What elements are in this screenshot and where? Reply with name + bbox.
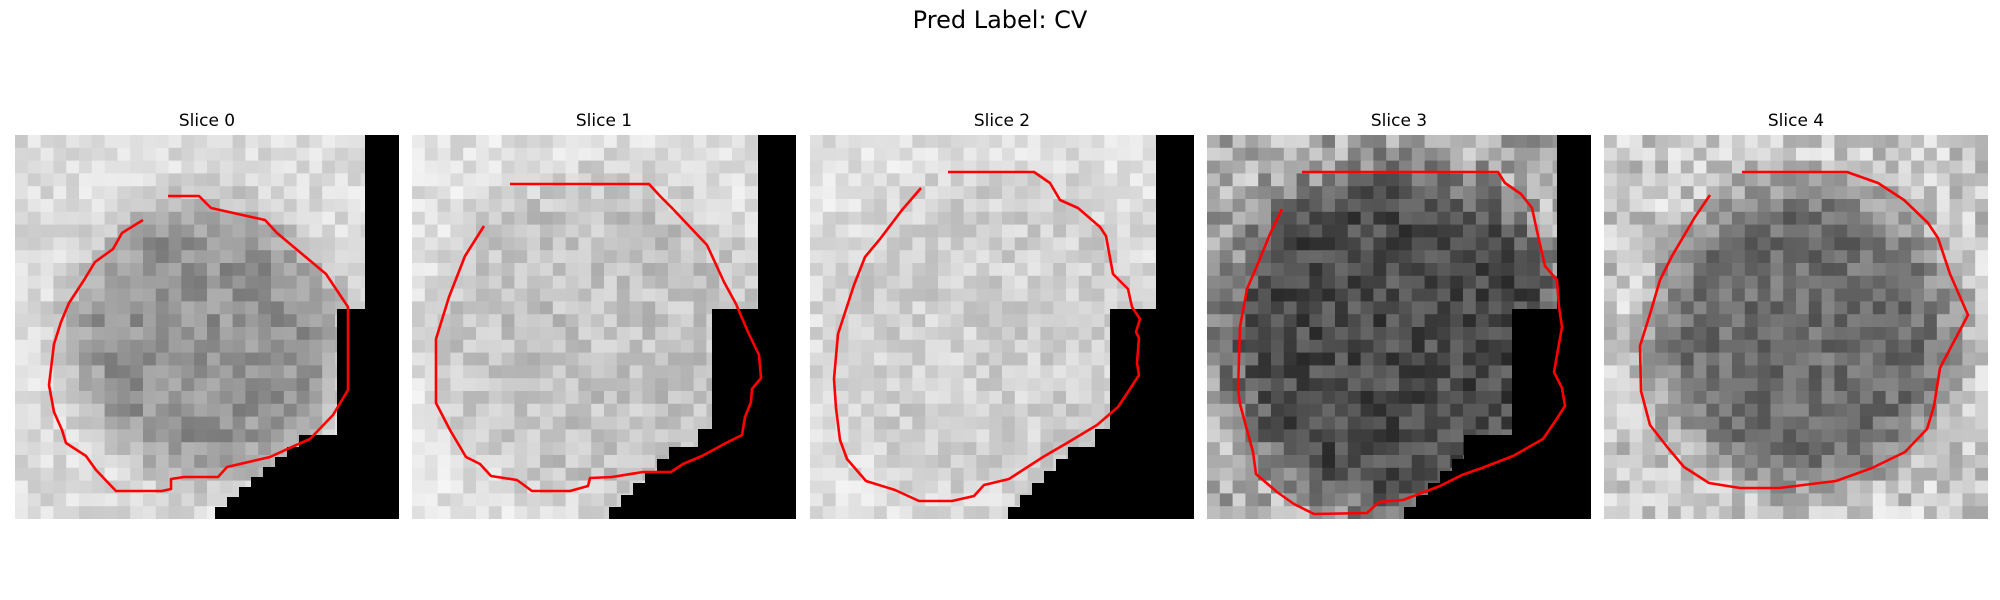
- contour-line: [47, 194, 350, 493]
- pixel-grid: [810, 135, 1194, 519]
- slice-panel-4: Slice 4: [1604, 109, 1988, 519]
- black-mask-region: [609, 135, 796, 519]
- slice-panel-1: Slice 1: [412, 109, 796, 519]
- contour-line: [1638, 170, 1970, 490]
- contour-line: [434, 182, 763, 493]
- black-mask-region: [1404, 135, 1591, 519]
- slice-image-2: [810, 135, 1194, 519]
- slice-title-0: Slice 0: [178, 111, 236, 131]
- slice-panel-2: Slice 2: [810, 109, 1194, 519]
- slice-title-4: Slice 4: [1767, 111, 1825, 131]
- slice-image-0: [15, 135, 399, 519]
- figure-title: Pred Label: CV: [912, 6, 1088, 34]
- black-mask-region: [215, 135, 399, 519]
- slice-title-1: Slice 1: [575, 111, 633, 131]
- slice-title-2: Slice 2: [973, 111, 1031, 131]
- contour-line: [832, 170, 1142, 503]
- slice-panel-3: Slice 3: [1207, 109, 1591, 519]
- slice-image-4: [1604, 135, 1988, 519]
- black-mask-region: [1008, 135, 1194, 519]
- slice-image-1: [412, 135, 796, 519]
- slice-title-3: Slice 3: [1370, 111, 1428, 131]
- contour-line: [1236, 170, 1567, 516]
- slice-image-3: [1207, 135, 1591, 519]
- slice-panel-0: Slice 0: [15, 109, 399, 519]
- pixel-grid: [1604, 135, 1988, 519]
